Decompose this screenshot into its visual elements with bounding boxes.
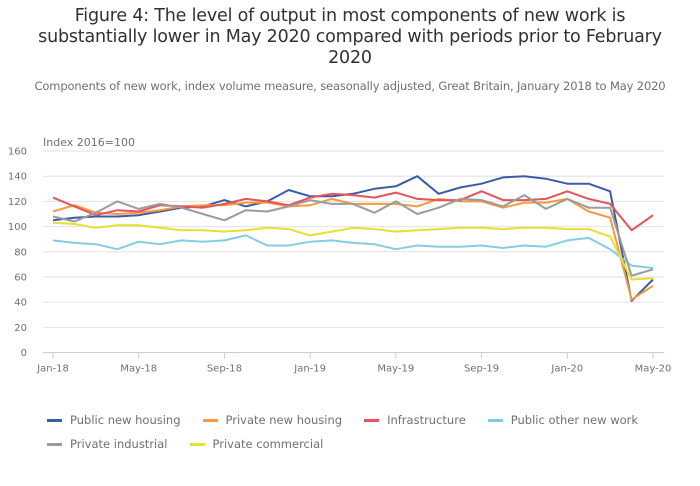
legend-label-public-new-housing: Public new housing <box>70 413 181 427</box>
y-tick-label: 140 <box>8 172 27 183</box>
x-tick-label: May-20 <box>635 364 672 375</box>
y-tick-label: 0 <box>21 348 27 359</box>
series-line-infrastructure[interactable] <box>52 190 654 232</box>
legend-label-private-industrial: Private industrial <box>70 437 168 451</box>
legend-item-public-other-new-work[interactable]: Public other new work <box>487 413 639 427</box>
y-tick-label: 100 <box>8 222 27 233</box>
series-line-private-commercial[interactable] <box>52 221 654 281</box>
x-tick-label: Jan-19 <box>293 364 326 375</box>
x-tick-label: Sep-18 <box>207 364 242 375</box>
legend-label-infrastructure: Infrastructure <box>387 413 466 427</box>
y-tick-label: 160 <box>8 147 27 158</box>
x-tick-label: Jan-18 <box>36 364 69 375</box>
y-tick-label: 20 <box>14 323 27 334</box>
legend-swatch-public-other-new-work <box>487 418 503 422</box>
series-line-public-new-housing[interactable] <box>52 175 654 302</box>
series-lines <box>52 175 654 302</box>
x-tick-label: Jan-20 <box>550 364 583 375</box>
series-line-private-industrial[interactable] <box>52 194 654 277</box>
legend-label-private-commercial: Private commercial <box>212 437 324 451</box>
line-chart: 0 20 40 60 80 100 120 140 160 Jan-18 May-18 Sep-18… <box>8 136 672 375</box>
legend-row-1: Public new housing Private new housing I… <box>47 408 677 432</box>
x-tick-label: Sep-19 <box>464 364 499 375</box>
legend-swatch-private-industrial <box>47 442 62 446</box>
x-tick-label: May-19 <box>377 364 414 375</box>
legend: Public new housing Private new housing I… <box>47 408 677 456</box>
y-axis: 0 20 40 60 80 100 120 140 160 <box>8 147 27 360</box>
legend-item-infrastructure[interactable]: Infrastructure <box>364 413 466 427</box>
legend-swatch-public-new-housing <box>47 418 62 422</box>
y-tick-label: 60 <box>14 272 27 283</box>
legend-item-public-new-housing[interactable]: Public new housing <box>47 413 181 427</box>
legend-label-public-other-new-work: Public other new work <box>510 413 639 427</box>
legend-item-private-new-housing[interactable]: Private new housing <box>202 413 343 427</box>
x-axis: Jan-18 May-18 Sep-18 Jan-19 May-19 Sep-19 Jan-… <box>36 352 672 375</box>
y-axis-unit-label: Index 2016=100 <box>43 136 135 149</box>
chart-title: Figure 4: The level of output in most co… <box>38 6 662 68</box>
legend-item-private-commercial[interactable]: Private commercial <box>189 437 324 451</box>
series-line-public-other-new-work[interactable] <box>52 234 654 270</box>
chart-subtitle: Components of new work, index volume mea… <box>34 79 666 93</box>
legend-swatch-infrastructure <box>364 418 380 422</box>
legend-item-private-industrial[interactable]: Private industrial <box>47 437 168 451</box>
legend-label-private-new-housing: Private new housing <box>225 413 343 427</box>
legend-swatch-private-commercial <box>189 442 205 446</box>
legend-swatch-private-new-housing <box>202 418 218 422</box>
y-tick-label: 80 <box>14 247 27 258</box>
legend-row-2: Private industrial Private commercial <box>47 432 677 456</box>
y-tick-label: 120 <box>8 197 27 208</box>
x-tick-label: May-18 <box>120 364 157 375</box>
y-tick-label: 40 <box>14 298 27 309</box>
